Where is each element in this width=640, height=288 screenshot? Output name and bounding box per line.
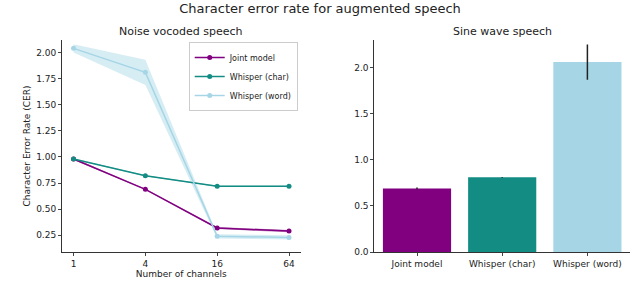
svg-text:64: 64 xyxy=(283,259,295,269)
svg-text:Whisper (char): Whisper (char) xyxy=(469,259,536,269)
svg-text:Character Error Rate (CER): Character Error Rate (CER) xyxy=(22,86,32,207)
svg-text:16: 16 xyxy=(211,259,223,269)
svg-text:Noise vocoded speech: Noise vocoded speech xyxy=(119,25,243,38)
svg-text:Whisper (char): Whisper (char) xyxy=(230,73,289,82)
svg-text:Whisper (word): Whisper (word) xyxy=(553,259,622,269)
svg-text:0.75: 0.75 xyxy=(36,178,56,188)
svg-text:Number of channels: Number of channels xyxy=(136,269,227,279)
svg-text:1.25: 1.25 xyxy=(36,126,56,136)
svg-text:Sine wave speech: Sine wave speech xyxy=(453,25,552,38)
svg-text:4: 4 xyxy=(143,259,149,269)
svg-text:1.50: 1.50 xyxy=(36,100,56,110)
svg-text:1: 1 xyxy=(71,259,77,269)
svg-text:1.00: 1.00 xyxy=(36,152,56,162)
svg-text:0.5: 0.5 xyxy=(354,201,368,211)
svg-text:0.25: 0.25 xyxy=(36,230,56,240)
svg-text:0.50: 0.50 xyxy=(36,204,56,214)
svg-text:1.5: 1.5 xyxy=(354,109,368,119)
svg-text:2.00: 2.00 xyxy=(36,48,56,58)
svg-text:Character error rate for augme: Character error rate for augmented speec… xyxy=(179,1,461,16)
svg-text:Whisper (word): Whisper (word) xyxy=(230,92,291,101)
svg-text:2.0: 2.0 xyxy=(354,63,369,73)
svg-text:Joint model: Joint model xyxy=(229,54,275,63)
svg-text:1.75: 1.75 xyxy=(36,74,56,84)
svg-text:0.0: 0.0 xyxy=(354,247,369,257)
svg-text:1.0: 1.0 xyxy=(354,155,369,165)
svg-text:Joint model: Joint model xyxy=(391,259,443,269)
